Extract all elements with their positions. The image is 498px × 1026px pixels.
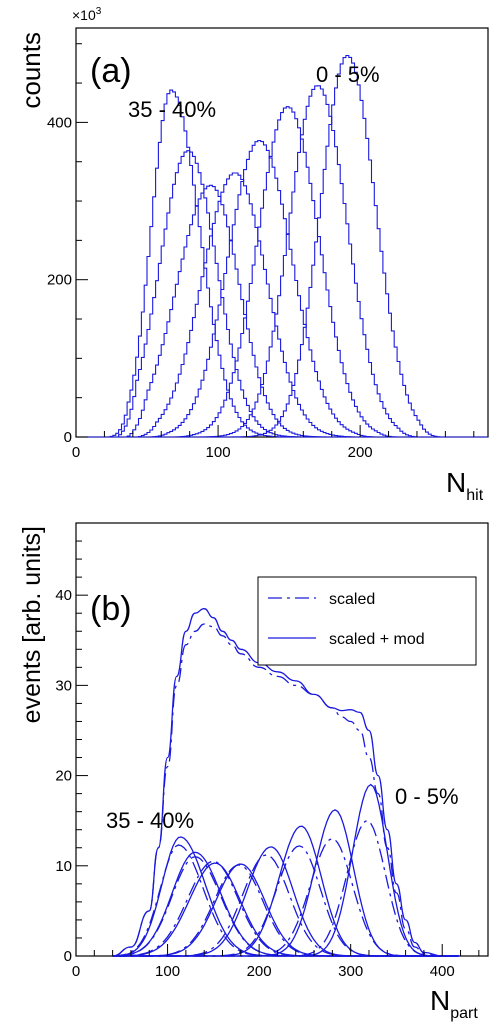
panel-a-y-multiplier: ×103 bbox=[72, 6, 102, 23]
x-tick-label: 200 bbox=[247, 963, 272, 980]
y-tick-label: 0 bbox=[64, 948, 72, 965]
x-tick-label: 100 bbox=[155, 963, 180, 980]
panel-a-curves bbox=[76, 54, 488, 438]
y-tick-label: 10 bbox=[55, 858, 72, 875]
hit-distribution-series bbox=[76, 184, 488, 438]
panel-b-curves bbox=[112, 608, 459, 957]
panel-a-ylabel: counts bbox=[16, 32, 46, 109]
y-tick-label: 30 bbox=[55, 677, 72, 694]
x-tick-label: 400 bbox=[430, 963, 455, 980]
xlabel-b-main: N bbox=[430, 985, 450, 1016]
panel-b-ylabel: events [arb. units] bbox=[18, 526, 46, 723]
panel-b-label: (b) bbox=[90, 590, 132, 628]
centrality-bin-scaled bbox=[112, 820, 459, 957]
y-multiplier-base: ×10 bbox=[72, 7, 96, 23]
x-tick-label: 0 bbox=[72, 963, 80, 980]
legend: scaled scaled + mod bbox=[257, 576, 477, 666]
hit-distribution-series bbox=[76, 150, 488, 438]
xlabel-a-main: N bbox=[446, 467, 466, 498]
hit-distribution-series bbox=[76, 89, 488, 438]
centrality-bin-scaled-mod bbox=[112, 825, 459, 957]
y-multiplier-exp: 3 bbox=[96, 6, 102, 17]
legend-entry-scaled-mod: scaled + mod bbox=[329, 631, 425, 648]
y-tick-label: 400 bbox=[47, 114, 72, 131]
panel-a-annotation-right: 0 - 5% bbox=[316, 62, 380, 87]
x-tick-label: 300 bbox=[338, 963, 363, 980]
panel-a-label: (a) bbox=[90, 52, 132, 90]
panel-a-ticks: 0 100 200 0 200 400 bbox=[47, 43, 475, 461]
xlabel-b-sub: part bbox=[450, 1005, 478, 1022]
xlabel-a-sub: hit bbox=[466, 487, 483, 504]
x-tick-label: 100 bbox=[206, 444, 231, 461]
y-tick-label: 40 bbox=[55, 587, 72, 604]
legend-frame bbox=[257, 576, 477, 666]
y-tick-label: 0 bbox=[64, 429, 72, 446]
x-tick-label: 200 bbox=[348, 444, 373, 461]
hit-distribution-series bbox=[76, 85, 488, 438]
envelope-scaled-mod bbox=[112, 608, 443, 957]
panel-a-xlabel: Nhit bbox=[446, 467, 484, 504]
panel-a-frame bbox=[75, 27, 489, 438]
panel-a-annotation-left: 35 - 40% bbox=[128, 97, 216, 122]
hit-distribution-series bbox=[76, 106, 488, 438]
y-tick-label: 20 bbox=[55, 768, 72, 785]
centrality-bin-scaled-mod bbox=[112, 862, 459, 957]
panel-b-ticks: 0 100 200 300 400 0 10 20 30 40 bbox=[55, 540, 480, 980]
hit-distribution-series bbox=[76, 172, 488, 438]
x-tick-label: 0 bbox=[72, 444, 80, 461]
hit-distribution-series bbox=[76, 139, 488, 438]
panel-b-annotation-right: 0 - 5% bbox=[395, 784, 459, 809]
panel-b: 0 100 200 300 400 0 10 20 30 40 (b) 35 - 40% 0 - … bbox=[18, 522, 489, 1022]
centrality-bin-scaled-mod bbox=[112, 836, 459, 957]
legend-entry-scaled: scaled bbox=[329, 591, 375, 608]
panel-b-xlabel: Npart bbox=[430, 985, 478, 1022]
y-tick-label: 200 bbox=[47, 272, 72, 289]
panel-b-annotation-left: 35 - 40% bbox=[106, 808, 194, 833]
